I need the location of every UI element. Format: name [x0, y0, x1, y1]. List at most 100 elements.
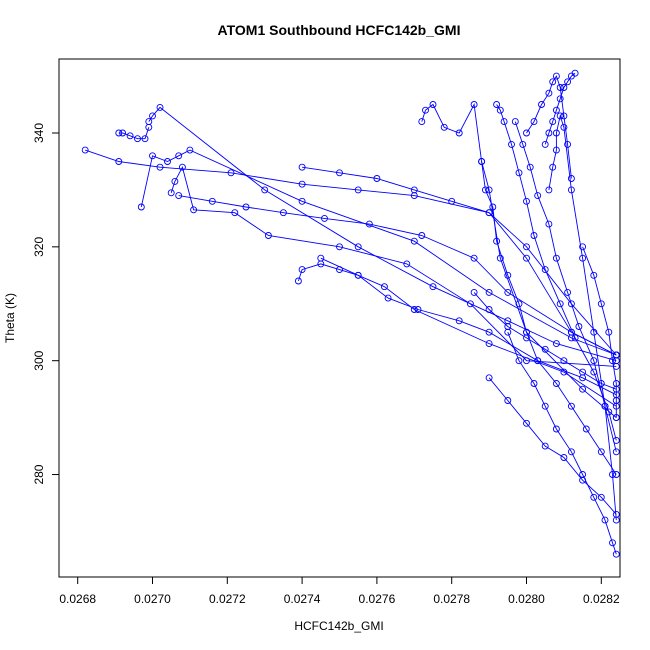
data-point	[175, 152, 183, 160]
data-point	[156, 103, 164, 111]
data-point	[590, 328, 598, 336]
data-point	[119, 129, 127, 137]
data-point	[541, 266, 549, 274]
data-point	[609, 539, 616, 547]
x-tick-label: 0.0270	[134, 592, 171, 606]
data-point	[545, 129, 553, 137]
data-point	[504, 323, 512, 330]
series-line	[297, 263, 617, 407]
data-point	[560, 112, 568, 120]
data-point	[429, 283, 437, 291]
data-point	[279, 209, 287, 217]
data-point	[590, 357, 598, 365]
data-point	[579, 385, 587, 393]
data-point	[560, 84, 568, 91]
data-point	[208, 197, 216, 205]
data-point	[336, 243, 343, 251]
data-point	[470, 254, 478, 262]
data-point	[167, 189, 175, 197]
data-point	[175, 192, 183, 200]
data-point	[541, 442, 549, 450]
data-point	[612, 380, 620, 387]
data-point	[556, 84, 564, 91]
data-point	[552, 340, 560, 348]
series-8	[298, 163, 620, 359]
data-point	[440, 123, 448, 131]
data-point	[164, 158, 171, 165]
data-point	[560, 454, 568, 461]
data-point	[403, 260, 411, 268]
data-point	[564, 140, 572, 148]
data-point	[373, 175, 381, 182]
data-point	[612, 448, 620, 456]
data-point	[317, 254, 325, 262]
data-point	[609, 357, 616, 365]
data-point	[354, 271, 362, 279]
series-line	[170, 165, 617, 367]
data-point	[515, 357, 523, 365]
data-point	[612, 550, 620, 558]
series-16	[545, 112, 620, 524]
y-tick-label: 320	[32, 237, 46, 257]
data-point	[549, 118, 557, 126]
series-line	[302, 166, 617, 356]
x-axis: 0.0268 0.0270 0.0272 0.0274 0.0276 0.0278 0.02…	[59, 576, 620, 606]
data-point	[418, 118, 426, 126]
series-13	[511, 118, 620, 456]
series-15	[541, 69, 579, 148]
data-point	[567, 186, 575, 194]
data-point	[556, 300, 564, 308]
data-point	[493, 237, 501, 245]
data-point	[485, 209, 493, 217]
data-point	[538, 101, 545, 108]
data-point	[564, 78, 572, 86]
data-point	[523, 419, 530, 427]
data-point	[579, 254, 587, 262]
x-tick-label: 0.0274	[284, 592, 321, 606]
data-point	[485, 306, 493, 313]
x-tick-label: 0.0280	[508, 592, 545, 606]
data-point	[567, 300, 575, 308]
data-point	[485, 328, 493, 336]
data-point	[410, 186, 418, 194]
data-point	[597, 380, 605, 387]
series-layer	[81, 69, 620, 558]
data-point	[552, 425, 560, 433]
data-point	[579, 368, 587, 376]
data-point	[418, 232, 426, 239]
data-point	[137, 203, 145, 211]
data-point	[149, 112, 156, 120]
data-point	[149, 152, 156, 160]
data-point	[612, 397, 620, 404]
data-point	[508, 140, 515, 148]
data-point	[365, 220, 373, 228]
data-point	[612, 510, 620, 518]
y-axis-label: Theta (K)	[3, 293, 17, 343]
data-point	[380, 283, 388, 291]
data-point	[410, 237, 418, 245]
data-point	[612, 471, 620, 478]
series-17	[485, 374, 620, 518]
data-point	[612, 414, 620, 422]
data-point	[298, 266, 306, 274]
series-line	[507, 332, 617, 555]
data-point	[294, 277, 302, 285]
data-point	[552, 380, 560, 387]
series-18	[504, 328, 620, 558]
series-line	[178, 195, 617, 356]
data-point	[81, 146, 89, 154]
data-point	[556, 95, 564, 103]
data-point	[500, 118, 508, 126]
data-point	[231, 209, 239, 217]
data-point	[575, 323, 583, 330]
data-point	[545, 89, 553, 97]
data-point	[523, 334, 530, 342]
data-point	[549, 78, 557, 86]
data-point	[564, 288, 572, 296]
data-point	[336, 169, 343, 177]
series-line	[514, 121, 617, 452]
data-point	[414, 306, 422, 313]
series-11	[478, 158, 620, 478]
series-line	[85, 149, 617, 356]
